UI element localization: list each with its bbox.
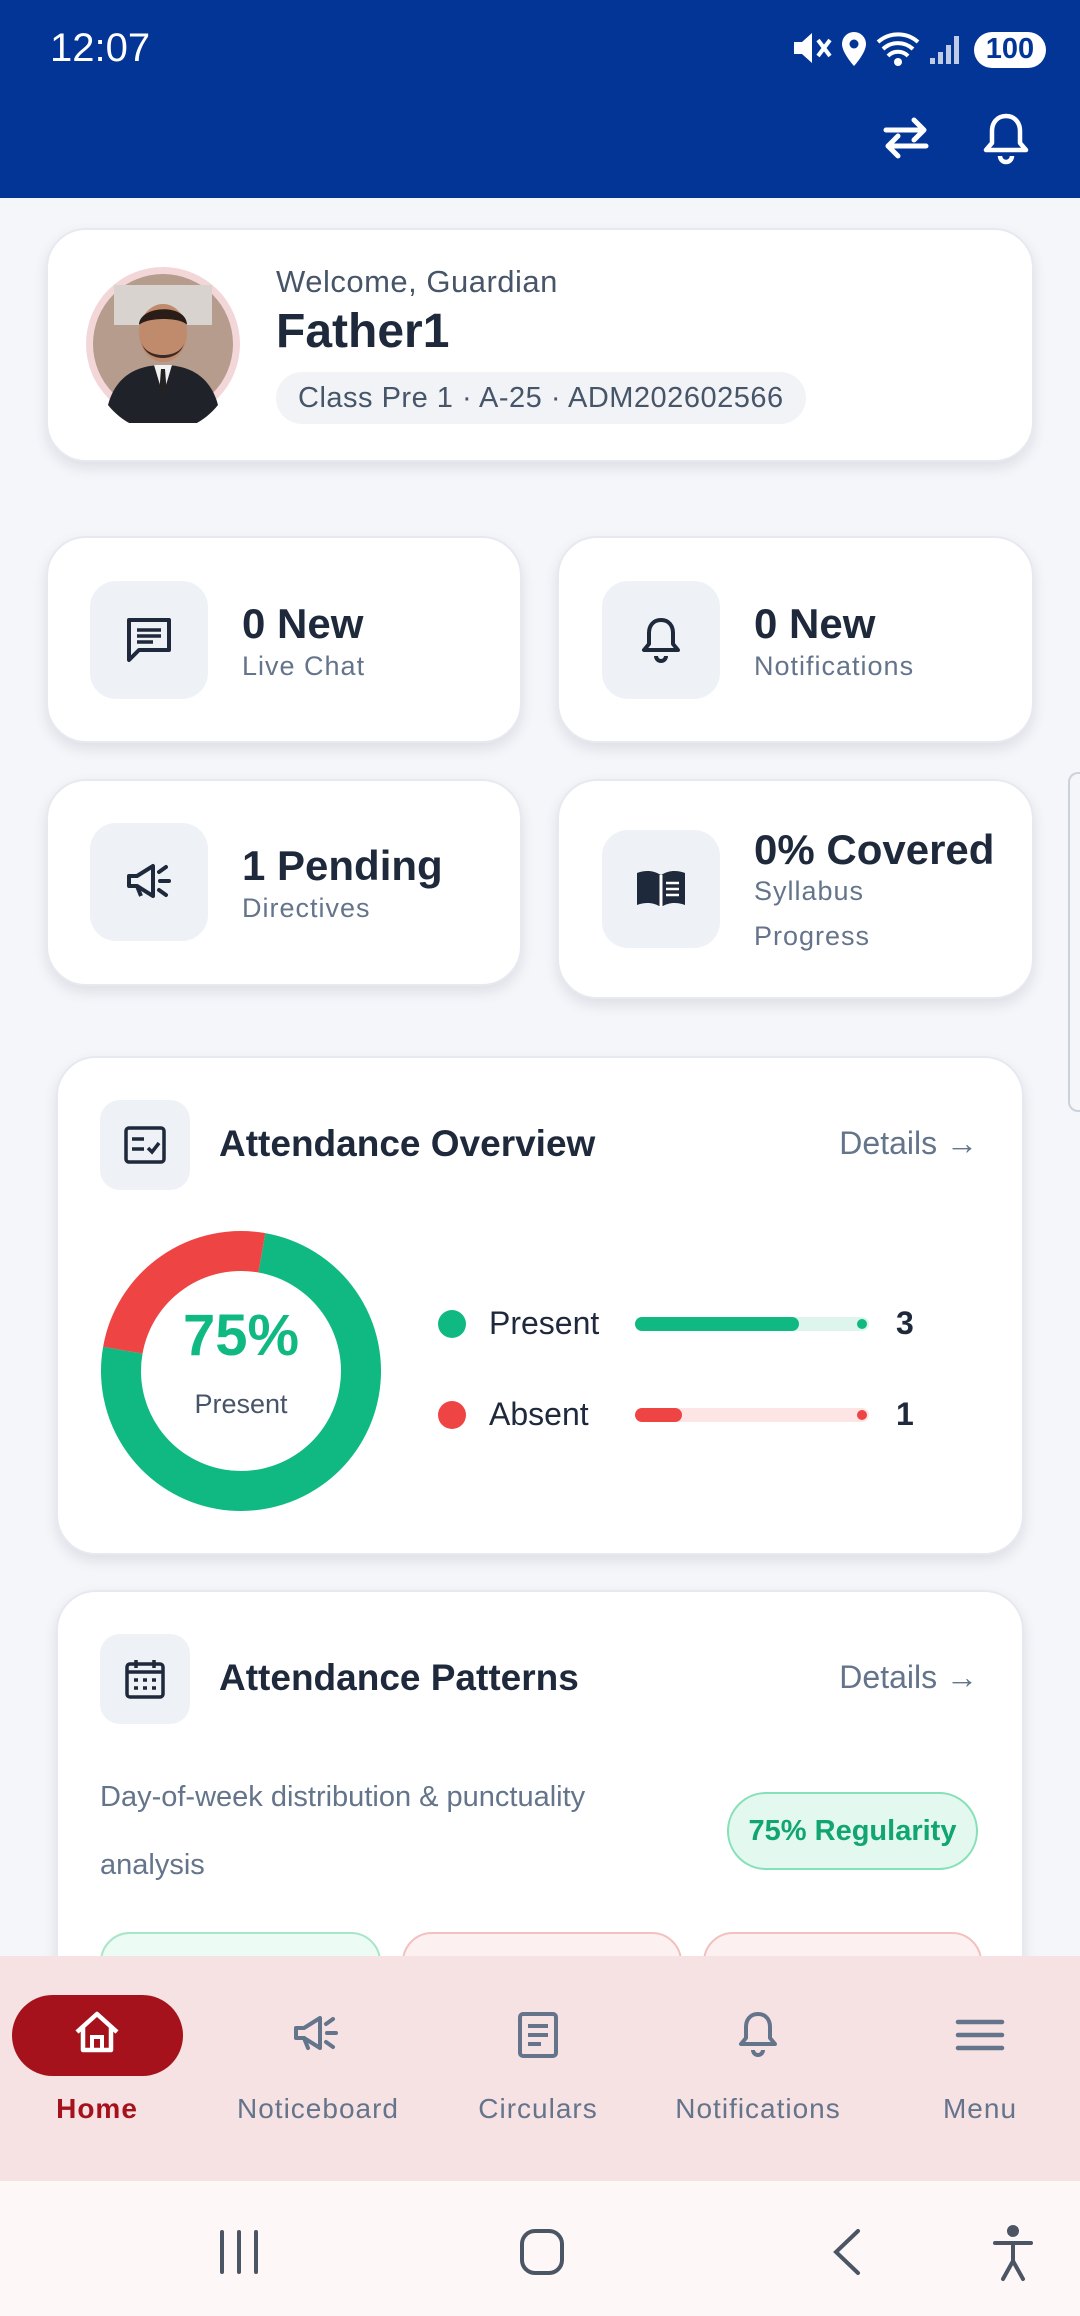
status-icons [794,32,1046,68]
system-nav-buttons [220,2225,1033,2281]
legend-dot [438,1310,466,1338]
stat-label: Notifications [754,651,915,681]
nav-icon [288,2006,348,2066]
donut-segment [103,1231,266,1355]
battery-level: 100 [985,33,1035,65]
stat-label: Live Chat [242,651,366,681]
legend-label: Present [489,1305,600,1341]
nav-icon [67,2006,127,2066]
stat-card[interactable] [557,536,1034,743]
header-bell-icon[interactable] [980,110,1032,166]
bar-track [635,1408,869,1422]
patterns-description: Day-of-week distribution & punctuality a… [100,1781,586,1881]
avatar [86,267,240,423]
nav-icon-glyph [294,2016,338,2050]
legend-dot [438,1401,466,1429]
nav-label[interactable]: Circulars [478,2093,598,2124]
legend-value: 3 [896,1305,914,1341]
legend-label: Absent [489,1396,589,1432]
bar-end-dot [857,1410,867,1420]
stat-value: 1 Pending [242,842,443,889]
nav-icon-glyph [518,2012,558,2058]
stat-label: Directives [242,893,371,923]
nav-icon [950,2006,1010,2066]
directive-icon [90,823,208,941]
details-link[interactable]: Details → [839,1659,978,1695]
nav-label[interactable]: Noticeboard [237,2093,399,2124]
nav-icon-glyph [75,2011,119,2053]
stat-label: Syllabus Progress [754,876,871,951]
nav-icon-glyph [739,2012,777,2057]
card-title: Attendance Patterns [219,1657,579,1698]
system-nav [0,2181,1080,2316]
bar-fill [635,1408,682,1422]
nav-label[interactable]: Menu [942,2093,1018,2124]
guardian-name: Father1 [276,305,450,358]
bar-fill [635,1317,799,1331]
scroll-indicator [1068,772,1080,1112]
syllabus-icon [602,830,720,948]
donut-segment [101,1233,381,1511]
switch-account-icon[interactable] [880,112,932,164]
nav-label[interactable]: Notifications [675,2093,841,2124]
status-time: 12:07 [50,26,151,70]
accessibility-button[interactable] [993,2225,1033,2281]
student-details: Class Pre 1 · A-25 · ADM202602566 [276,372,806,424]
donut-label: Present [194,1389,288,1419]
nav-icon [728,2006,788,2066]
recents-button[interactable] [220,2230,258,2274]
details-link[interactable]: Details → [839,1125,978,1161]
overview-icon [100,1100,190,1190]
card-title: Attendance Overview [219,1123,596,1164]
donut-percent: 75% [182,1303,300,1368]
chat-icon [90,581,208,699]
attendance-donut [101,1231,381,1511]
legend-value: 1 [896,1396,914,1432]
stat-value: 0 New [242,600,364,647]
nav-label[interactable]: Home [56,2093,138,2124]
nav-icon [508,2006,568,2066]
bottom-nav [0,1956,1080,2181]
stat-value: 0% Covered [754,826,995,873]
bar-end-dot [857,1319,867,1329]
greeting: Welcome, Guardian [276,264,558,299]
regularity-badge: 75% Regularity [727,1792,978,1870]
nav-icon-glyph [955,2019,1005,2051]
patterns-icon [100,1634,190,1724]
home-button[interactable] [520,2229,564,2275]
stat-value: 0 New [754,600,876,647]
back-button[interactable] [833,2229,860,2275]
notification-icon [602,581,720,699]
